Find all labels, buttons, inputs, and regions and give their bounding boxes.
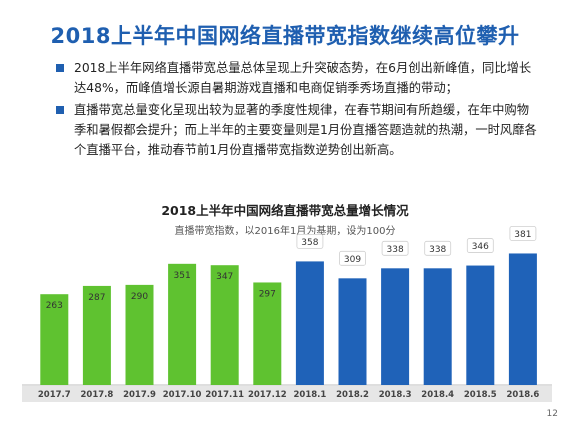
chart-title: 2018上半年中国网络直播带宽总量增长情况 bbox=[161, 203, 409, 218]
data-label-box bbox=[339, 250, 366, 266]
x-axis-band bbox=[22, 386, 552, 402]
bar bbox=[82, 285, 111, 385]
data-label-box bbox=[381, 240, 409, 256]
data-label: 358 bbox=[301, 238, 318, 248]
bar bbox=[168, 263, 197, 385]
data-label: 381 bbox=[514, 230, 531, 240]
x-tick-label: 2018.5 bbox=[464, 390, 497, 400]
bar bbox=[253, 282, 282, 385]
data-label: 338 bbox=[387, 245, 404, 255]
data-label: 347 bbox=[216, 272, 233, 282]
bullet-item: 直播带宽总量变化呈现出较为显著的季度性规律，在春节期间有所趋缓，在年中购物季和暑… bbox=[52, 100, 540, 160]
bar bbox=[210, 265, 239, 385]
square-bullet-icon bbox=[56, 64, 64, 72]
data-label: 346 bbox=[472, 242, 489, 252]
bar bbox=[466, 265, 495, 385]
x-tick-label: 2018.6 bbox=[506, 390, 539, 400]
bar bbox=[381, 268, 410, 385]
x-tick-label: 2018.1 bbox=[293, 390, 326, 400]
bar bbox=[338, 278, 367, 385]
x-tick-label: 2017.7 bbox=[38, 390, 71, 400]
bullet-item: 2018上半年网络直播带宽总量总体呈现上升突破态势，在6月创出新峰值，同比增长达… bbox=[52, 58, 540, 98]
x-tick-label: 2018.2 bbox=[336, 390, 369, 400]
data-label: 338 bbox=[429, 245, 446, 255]
x-tick-label: 2017.9 bbox=[123, 390, 156, 400]
data-label-box bbox=[296, 234, 324, 249]
bullet-list: 2018上半年网络直播带宽总量总体呈现上升突破态势，在6月创出新峰值，同比增长达… bbox=[52, 58, 540, 162]
bar bbox=[295, 261, 324, 385]
bar bbox=[40, 294, 69, 385]
data-label: 297 bbox=[259, 289, 276, 299]
x-tick-label: 2017.11 bbox=[205, 390, 244, 400]
chart-subtitle: 直播带宽指数，以2016年1月为基期，设为100分 bbox=[174, 226, 396, 237]
data-label: 263 bbox=[46, 301, 63, 311]
data-label-box bbox=[466, 238, 494, 253]
bar bbox=[423, 268, 452, 385]
x-tick-label: 2017.12 bbox=[248, 390, 287, 400]
x-tick-label: 2018.3 bbox=[379, 390, 412, 400]
data-label: 309 bbox=[344, 255, 361, 265]
x-tick-label: 2017.8 bbox=[80, 390, 113, 400]
slide-title: 2018上半年中国网络直播带宽指数继续高位攀升 bbox=[50, 24, 520, 48]
bullet-text: 2018上半年网络直播带宽总量总体呈现上升突破态势，在6月创出新峰值，同比增长达… bbox=[74, 61, 532, 95]
data-label-box bbox=[424, 240, 452, 256]
bar bbox=[508, 253, 537, 385]
bullet-text: 直播带宽总量变化呈现出较为显著的季度性规律，在春节期间有所趋缓，在年中购物季和暑… bbox=[74, 103, 537, 157]
page-number: 12 bbox=[546, 409, 558, 419]
x-tick-label: 2018.4 bbox=[421, 390, 454, 400]
x-tick-label: 2017.10 bbox=[163, 390, 202, 400]
bar bbox=[125, 284, 154, 385]
data-label: 351 bbox=[174, 271, 191, 281]
data-label-box bbox=[509, 226, 537, 241]
square-bullet-icon bbox=[56, 106, 64, 114]
data-label: 287 bbox=[88, 293, 105, 303]
data-label: 290 bbox=[131, 292, 148, 302]
